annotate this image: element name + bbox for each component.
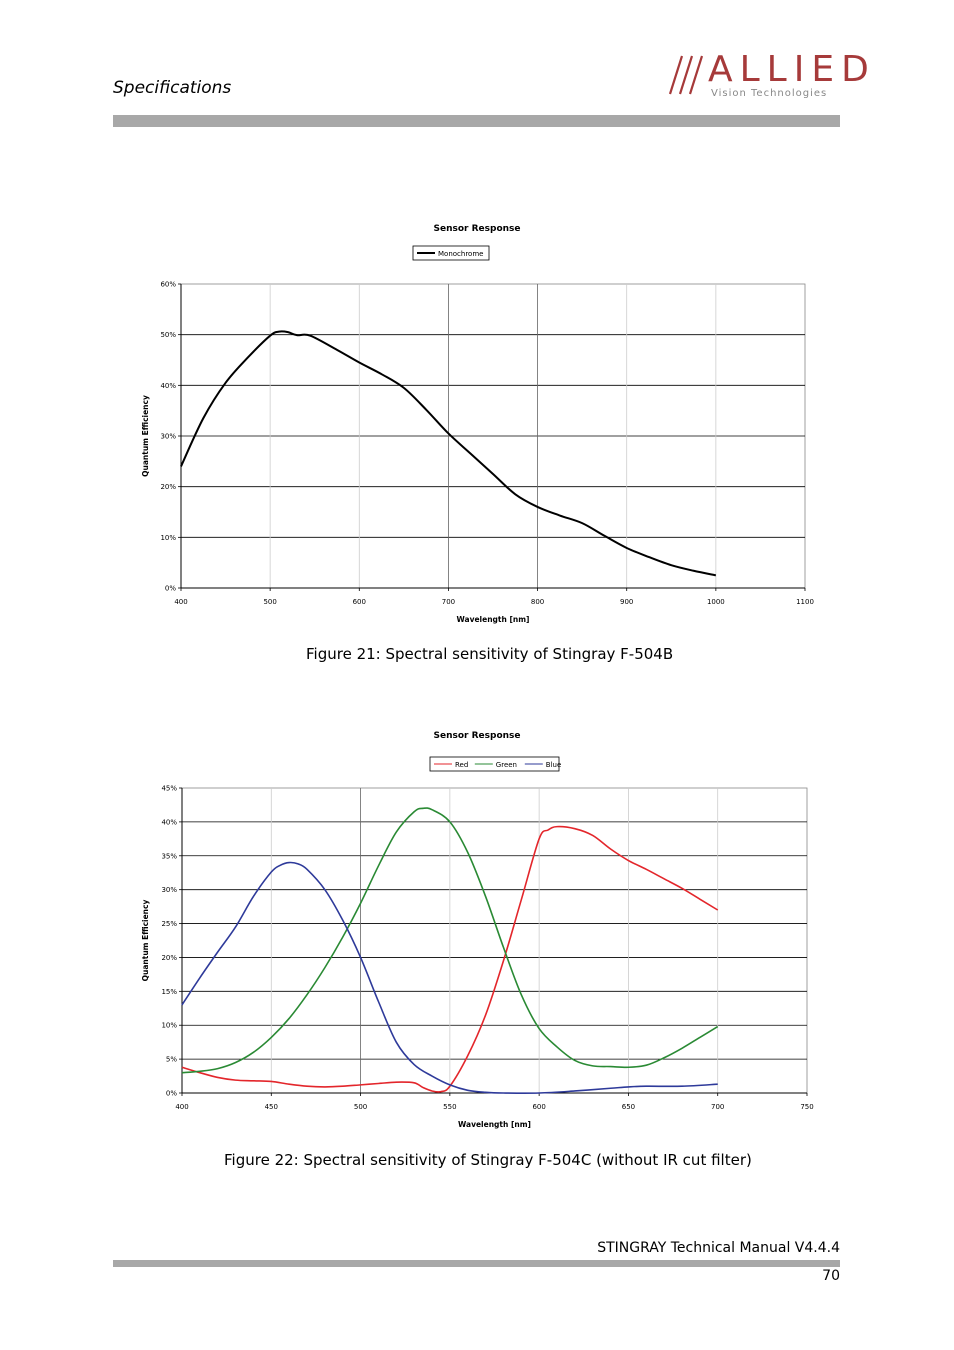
chart-legend: Monochrome	[412, 245, 490, 261]
y-tick-label: 5%	[166, 1056, 177, 1064]
x-tick-label: 650	[622, 1103, 635, 1111]
legend-label-monochrome: Monochrome	[438, 250, 483, 258]
chart-monochrome-response: Sensor Response Monochrome 0% 10% 20% 30% 40% 5…	[141, 224, 814, 624]
y-axis-label: Quantum Efficiency	[141, 395, 150, 477]
y-tick-label: 0%	[166, 1090, 177, 1098]
x-tick-label: 1100	[796, 598, 814, 606]
manual-title: STINGRAY Technical Manual V4.4.4	[597, 1240, 840, 1256]
legend-box	[412, 245, 490, 261]
page-number: 70	[822, 1268, 840, 1284]
series-line-red	[181, 825, 719, 1093]
x-tick-label: 1000	[707, 598, 725, 606]
y-tick-label: 35%	[161, 852, 177, 860]
figure-21-caption: Figure 21: Spectral sensitivity of Sting…	[306, 645, 674, 663]
y-tick-label: 60%	[160, 281, 176, 289]
x-tick-label: 400	[175, 1103, 188, 1111]
legend-label-red: Red	[455, 761, 468, 769]
logo-slashes-icon	[668, 55, 704, 95]
y-tick-label: 20%	[160, 483, 176, 491]
chart-title: Sensor Response	[434, 224, 521, 234]
series-line-green	[181, 807, 719, 1074]
legend-box	[429, 756, 560, 772]
y-tick-label: 15%	[161, 988, 177, 996]
figure-22-caption: Figure 22: Spectral sensitivity of Sting…	[224, 1151, 752, 1169]
x-tick-label: 800	[531, 598, 544, 606]
header-rule	[113, 115, 840, 127]
y-tick-label: 40%	[160, 382, 176, 390]
x-tick-label: 900	[620, 598, 633, 606]
y-tick-label: 30%	[160, 433, 176, 441]
x-tick-label: 550	[443, 1103, 456, 1111]
x-tick-label: 400	[174, 598, 187, 606]
y-tick-label: 25%	[161, 920, 177, 928]
chart-legend: Red Green Blue	[429, 756, 562, 772]
y-tick-label: 10%	[160, 534, 176, 542]
x-tick-label: 500	[354, 1103, 367, 1111]
x-tick-label: 600	[353, 598, 366, 606]
series-line-blue	[181, 861, 718, 1094]
y-tick-label: 10%	[161, 1022, 177, 1030]
x-tick-label: 450	[265, 1103, 278, 1111]
section-title: Specifications	[113, 78, 232, 98]
chart-title: Sensor Response	[434, 731, 521, 741]
legend-label-green: Green	[496, 761, 517, 769]
logo-subtitle: Vision Technologies	[711, 88, 828, 99]
y-tick-label: 50%	[160, 331, 176, 339]
y-tick-label: 30%	[161, 886, 177, 894]
x-tick-label: 500	[263, 598, 276, 606]
x-tick-label: 600	[532, 1103, 545, 1111]
x-axis-label: Wavelength [nm]	[458, 1120, 531, 1129]
y-tick-label: 20%	[161, 954, 177, 962]
chart-color-response: Sensor Response Red Green Blue 0% 5% 10% 15% 20%…	[141, 731, 814, 1129]
x-tick-label: 700	[711, 1103, 724, 1111]
legend-label-blue: Blue	[546, 761, 562, 769]
x-axis-label: Wavelength [nm]	[457, 615, 530, 624]
y-tick-label: 0%	[165, 585, 176, 593]
plot-area	[181, 787, 808, 1094]
y-tick-label: 45%	[161, 785, 177, 793]
x-tick-label: 700	[442, 598, 455, 606]
y-tick-label: 40%	[161, 818, 177, 826]
series-line-monochrome	[180, 330, 717, 577]
x-tick-label: 750	[800, 1103, 813, 1111]
footer-rule	[113, 1260, 840, 1267]
logo-wordmark: ALLIED	[708, 49, 876, 90]
y-axis-label: Quantum Efficiency	[141, 900, 150, 982]
